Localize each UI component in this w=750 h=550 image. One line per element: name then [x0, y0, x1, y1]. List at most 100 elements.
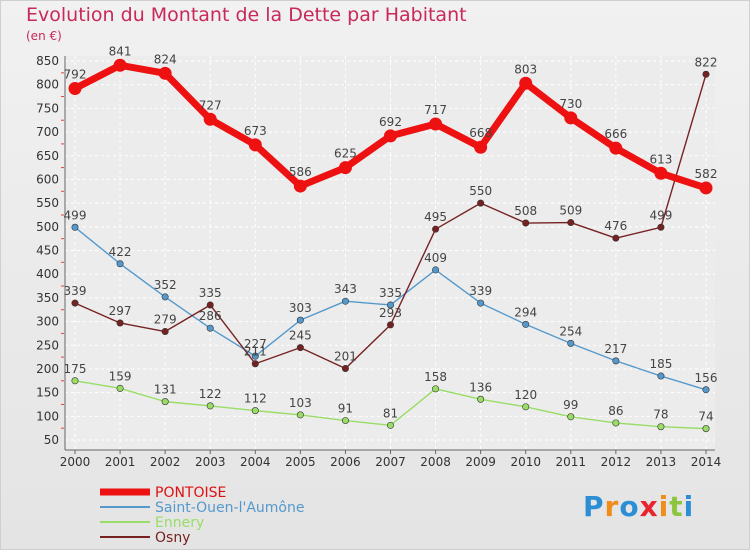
data-point-pontoise	[519, 76, 533, 90]
data-point-osny	[386, 321, 394, 329]
data-point-saint-ouen-l-aum-ne	[161, 293, 169, 301]
y-tick-label: 750	[36, 101, 59, 115]
data-label-saint-ouen-l-aum-ne: 339	[469, 284, 492, 298]
value-labels: 175 159 131 122 112 103 91 81 158 136 120 99 86 78 74 4…	[64, 44, 718, 423]
data-point-osny	[161, 328, 169, 336]
data-label-saint-ouen-l-aum-ne: 343	[334, 282, 357, 296]
data-label-pontoise: 582	[695, 167, 718, 181]
axes	[64, 56, 715, 451]
logo-letter: i	[658, 490, 670, 523]
y-tick-label: 650	[36, 149, 59, 163]
data-label-pontoise: 586	[289, 165, 312, 179]
x-tick-label: 2010	[510, 455, 541, 469]
y-tick-label: 400	[36, 267, 59, 281]
x-tick-label: 2002	[150, 455, 181, 469]
y-tick-label: 800	[36, 78, 59, 92]
data-point-pontoise	[474, 140, 488, 154]
legend-label-ennery: Ennery	[155, 515, 204, 531]
data-point-osny	[116, 319, 124, 327]
data-label-ennery: 158	[424, 370, 447, 384]
logo-letter: r	[604, 490, 620, 523]
data-label-osny: 495	[424, 210, 447, 224]
data-point-ennery	[206, 402, 214, 410]
data-label-osny: 211	[244, 345, 267, 359]
data-point-saint-ouen-l-aum-ne	[296, 316, 304, 324]
logo-letter: t	[669, 490, 684, 523]
x-tick-label: 2011	[556, 455, 587, 469]
data-label-saint-ouen-l-aum-ne: 409	[424, 251, 447, 265]
data-label-saint-ouen-l-aum-ne: 156	[695, 371, 718, 385]
data-point-ennery	[567, 413, 575, 421]
data-point-ennery	[477, 395, 485, 403]
x-tick-label: 2007	[375, 455, 406, 469]
data-point-saint-ouen-l-aum-ne	[251, 352, 259, 360]
data-label-osny: 297	[109, 304, 132, 318]
legend-label-osny: Osny	[155, 530, 190, 546]
data-point-saint-ouen-l-aum-ne	[206, 324, 214, 332]
y-tick-label: 450	[36, 244, 59, 258]
data-point-ennery	[341, 417, 349, 425]
data-point-ennery	[657, 423, 665, 431]
data-point-ennery	[161, 398, 169, 406]
data-label-saint-ouen-l-aum-ne: 217	[604, 342, 627, 356]
x-tick-label: 2004	[240, 455, 271, 469]
data-label-saint-ouen-l-aum-ne: 352	[154, 278, 177, 292]
data-point-ennery	[251, 407, 259, 415]
data-label-osny: 293	[379, 306, 402, 320]
legend-label-pontoise: PONTOISE	[155, 485, 226, 501]
x-tick-labels: 2000 2001 2002 2003 2004 2005 2006 2007 2008 2009…	[60, 455, 722, 469]
y-tick-label: 350	[36, 291, 59, 305]
data-point-saint-ouen-l-aum-ne	[612, 357, 620, 365]
data-point-saint-ouen-l-aum-ne	[341, 297, 349, 305]
series-layer	[68, 58, 713, 433]
data-point-ennery	[71, 377, 79, 385]
plot-area	[65, 56, 715, 450]
x-tick-label: 2000	[60, 455, 91, 469]
data-label-ennery: 103	[289, 396, 312, 410]
data-point-osny	[477, 199, 485, 207]
data-point-osny	[567, 219, 575, 227]
data-point-ennery	[432, 385, 440, 393]
data-label-osny: 279	[154, 313, 177, 327]
data-label-pontoise: 727	[199, 98, 222, 112]
data-point-pontoise	[203, 112, 217, 126]
data-point-osny	[251, 360, 259, 368]
data-point-pontoise	[68, 81, 82, 95]
data-point-ennery	[612, 419, 620, 427]
data-label-ennery: 81	[383, 406, 398, 420]
y-tick-label: 550	[36, 196, 59, 210]
logo-letter: o	[619, 490, 640, 523]
x-tick-label: 2014	[691, 455, 722, 469]
logo-letter: P	[583, 490, 605, 523]
data-label-pontoise: 668	[469, 126, 492, 140]
data-label-pontoise: 613	[649, 152, 672, 166]
data-point-ennery	[296, 411, 304, 419]
data-label-pontoise: 803	[514, 62, 537, 76]
data-point-saint-ouen-l-aum-ne	[657, 372, 665, 380]
x-tick-label: 2008	[420, 455, 451, 469]
y-tick-label: 500	[36, 220, 59, 234]
data-point-pontoise	[248, 138, 262, 152]
data-point-saint-ouen-l-aum-ne	[522, 320, 530, 328]
data-label-osny: 509	[559, 204, 582, 218]
data-point-saint-ouen-l-aum-ne	[702, 386, 710, 394]
data-point-ennery	[702, 425, 710, 433]
proxiti-logo: Proxiti	[583, 490, 694, 523]
data-label-saint-ouen-l-aum-ne: 294	[514, 305, 537, 319]
data-point-osny	[206, 301, 214, 309]
data-point-osny	[612, 234, 620, 242]
data-label-saint-ouen-l-aum-ne: 286	[199, 309, 222, 323]
y-axis-unit: (en €)	[26, 29, 62, 43]
data-point-osny	[296, 344, 304, 352]
data-point-saint-ouen-l-aum-ne	[567, 339, 575, 347]
data-label-osny: 245	[289, 329, 312, 343]
data-label-pontoise: 841	[109, 44, 132, 58]
data-point-pontoise	[338, 161, 352, 175]
data-label-saint-ouen-l-aum-ne: 303	[289, 301, 312, 315]
data-label-osny: 822	[695, 55, 718, 69]
y-tick-label: 850	[36, 54, 59, 68]
y-tick-label: 250	[36, 338, 59, 352]
data-label-pontoise: 625	[334, 147, 357, 161]
x-tick-label: 2009	[465, 455, 496, 469]
